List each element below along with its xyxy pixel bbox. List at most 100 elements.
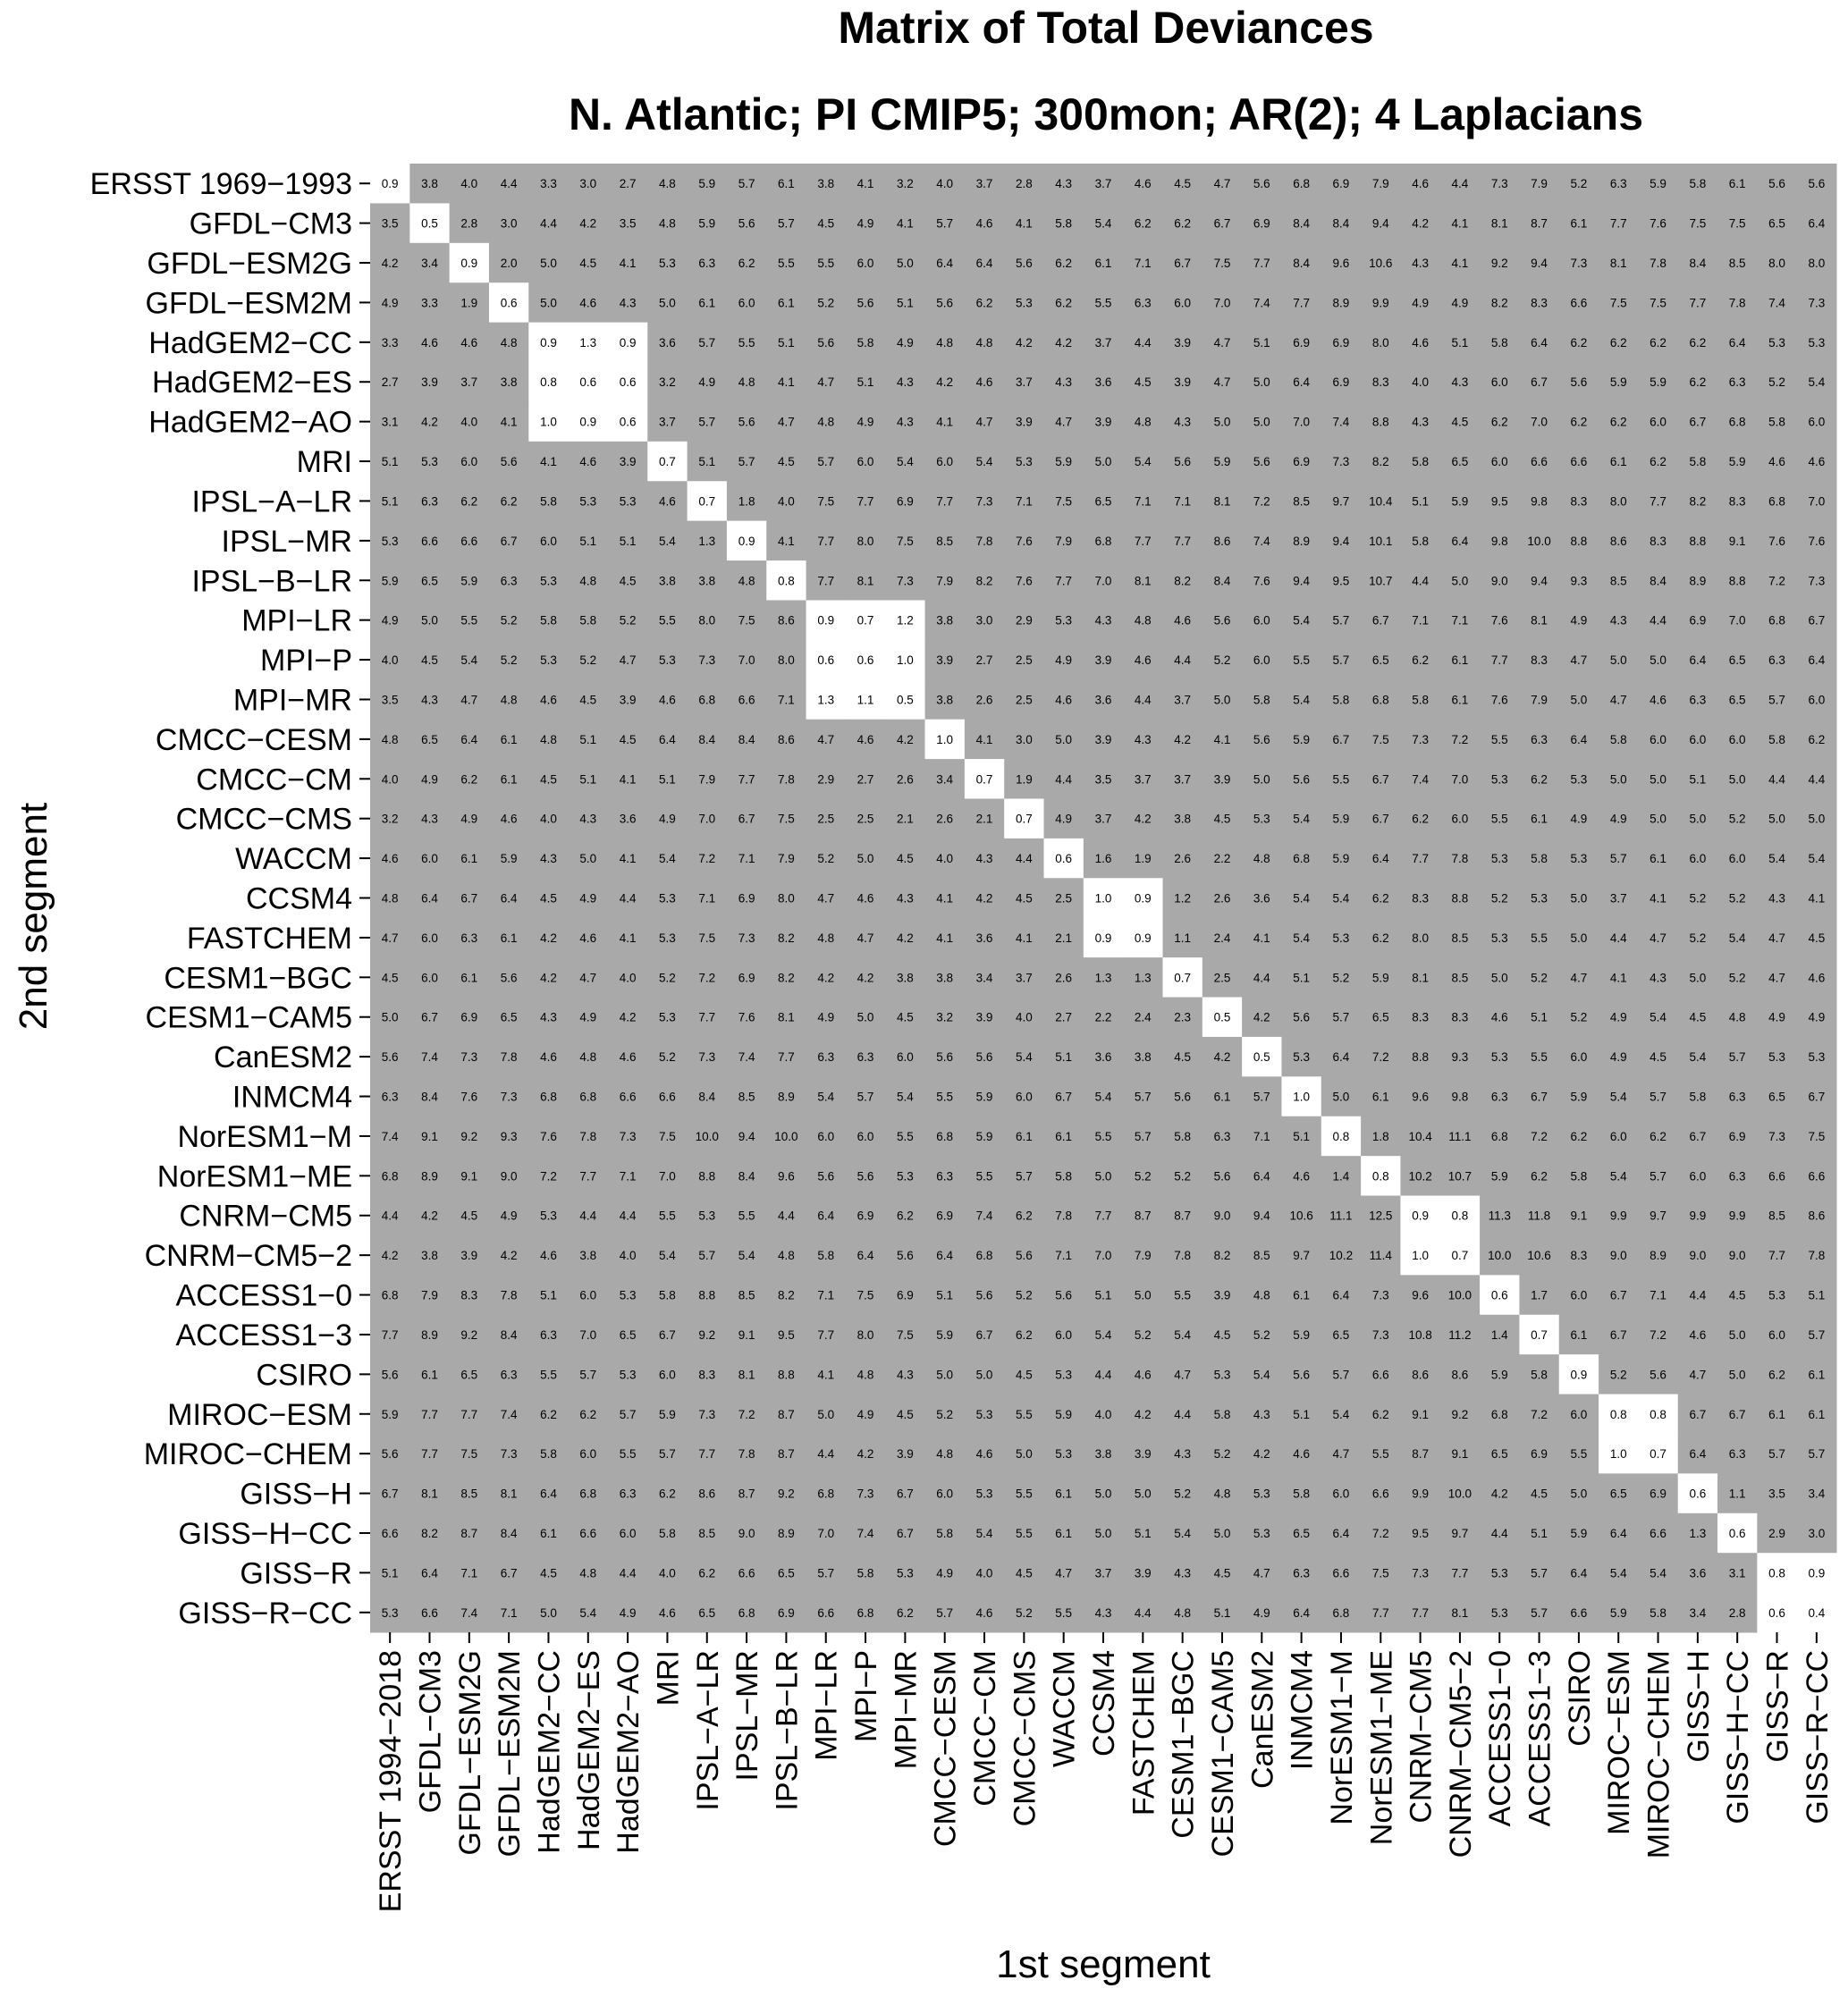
cell-value-label: 5.4 xyxy=(1333,892,1350,906)
cell-value-label: 3.5 xyxy=(1768,1487,1785,1501)
heatmap-cell xyxy=(1439,322,1481,363)
cell-value-label: 6.1 xyxy=(540,1527,557,1540)
heatmap-cell xyxy=(1123,164,1163,204)
cell-value-label: 7.3 xyxy=(976,494,993,508)
heatmap-cell xyxy=(1400,203,1441,244)
cell-value-label: 6.2 xyxy=(1491,416,1508,429)
cell-value-label: 8.9 xyxy=(1650,1249,1667,1262)
heatmap-cell xyxy=(488,1473,529,1514)
cell-value-label: 3.7 xyxy=(1016,375,1033,389)
cell-value-label: 4.4 xyxy=(1135,336,1152,350)
heatmap-cell xyxy=(1599,838,1639,879)
heatmap-cell xyxy=(370,957,410,998)
heatmap-cell xyxy=(1717,1234,1758,1276)
heatmap-cell xyxy=(1202,362,1243,402)
cell-value-label: 5.3 xyxy=(1571,772,1588,786)
heatmap-cell xyxy=(1242,520,1282,561)
cell-value-label: 5.1 xyxy=(382,1566,399,1580)
cell-value-label: 4.9 xyxy=(1055,653,1072,667)
heatmap-cell xyxy=(1043,520,1084,561)
heatmap-cell xyxy=(726,1394,767,1435)
cell-value-label: 6.8 xyxy=(1729,416,1746,429)
heatmap-cell xyxy=(924,322,966,363)
heatmap-cell xyxy=(1162,1076,1203,1117)
cell-value-label: 3.4 xyxy=(1808,1487,1825,1501)
heatmap-cell xyxy=(924,1592,966,1633)
heatmap-cell xyxy=(766,679,807,720)
heatmap-cell xyxy=(845,481,886,522)
cell-value-label: 8.3 xyxy=(1412,1011,1429,1024)
heatmap-cell xyxy=(1796,1234,1837,1276)
cell-value-label: 6.4 xyxy=(1293,375,1310,389)
row-tick-label: HadGEM2−CC xyxy=(148,326,352,360)
cell-value-label: 4.4 xyxy=(501,177,518,190)
cell-value-label: 3.9 xyxy=(620,693,637,706)
heatmap-cell xyxy=(1480,917,1520,958)
heatmap-cell xyxy=(964,838,1005,879)
heatmap-cell xyxy=(568,322,609,363)
heatmap-cell xyxy=(1004,1394,1045,1435)
heatmap-cell xyxy=(1043,362,1084,402)
cell-value-label: 6.0 xyxy=(579,1447,596,1461)
heatmap-cell xyxy=(1519,759,1560,799)
heatmap-cell xyxy=(1717,639,1758,680)
cell-value-label: 8.3 xyxy=(1571,1249,1588,1262)
cell-value-label: 9.4 xyxy=(1293,574,1310,587)
heatmap-cell xyxy=(1281,639,1322,680)
cell-value-label: 4.1 xyxy=(817,1368,834,1381)
cell-value-label: 1.9 xyxy=(1135,852,1152,865)
heatmap-cell xyxy=(1043,1473,1084,1514)
heatmap-cell xyxy=(607,1156,648,1197)
heatmap-cell xyxy=(924,600,966,641)
cell-value-label: 7.1 xyxy=(1174,494,1191,508)
cell-value-label: 9.9 xyxy=(1372,296,1389,309)
cell-value-label: 5.7 xyxy=(1333,653,1350,667)
heatmap-cell xyxy=(1043,1275,1084,1316)
cell-value-label: 8.7 xyxy=(1531,217,1548,231)
cell-value-label: 7.0 xyxy=(817,1527,834,1540)
heatmap-cell xyxy=(1004,1512,1045,1554)
cell-value-label: 7.6 xyxy=(1808,535,1825,548)
cell-value-label: 5.8 xyxy=(1253,693,1270,706)
cell-value-label: 4.0 xyxy=(382,653,399,667)
heatmap-cell xyxy=(964,481,1005,522)
cell-value-label: 4.1 xyxy=(1452,257,1469,270)
cell-value-label: 8.6 xyxy=(1808,1209,1825,1223)
heatmap-cell xyxy=(1281,1473,1322,1514)
heatmap-cell xyxy=(1558,1314,1599,1355)
heatmap-cell xyxy=(647,1275,688,1316)
cell-value-label: 6.9 xyxy=(897,494,914,508)
column-tick-label: NorESM1−M xyxy=(1325,1650,1359,1825)
heatmap-cell xyxy=(1400,520,1441,561)
cell-value-label: 4.4 xyxy=(1689,1289,1706,1302)
cell-value-label: 7.1 xyxy=(1016,494,1033,508)
cell-value-label: 5.1 xyxy=(659,772,676,786)
heatmap-cell xyxy=(1400,759,1441,799)
cell-value-label: 4.0 xyxy=(1412,375,1429,389)
heatmap-cell xyxy=(726,600,767,641)
cell-value-label: 8.6 xyxy=(698,1487,715,1501)
heatmap-cell xyxy=(726,1473,767,1514)
heatmap-cell xyxy=(1242,560,1282,601)
cell-value-label: 5.2 xyxy=(1531,971,1548,984)
cell-value-label: 5.8 xyxy=(659,1527,676,1540)
cell-value-label: 5.9 xyxy=(1571,1527,1588,1540)
heatmap-cell xyxy=(885,1314,926,1355)
cell-value-label: 5.3 xyxy=(540,574,557,587)
cell-value-label: 6.3 xyxy=(1491,1091,1508,1104)
heatmap-cell xyxy=(1321,1394,1362,1435)
cell-value-label: 6.7 xyxy=(1214,217,1231,231)
heatmap-cell xyxy=(924,441,966,482)
heatmap-cell xyxy=(726,957,767,998)
cell-value-label: 8.9 xyxy=(1333,296,1350,309)
heatmap-cell xyxy=(1162,1512,1203,1554)
column-tick-label: HadGEM2−ES xyxy=(572,1650,606,1850)
cell-value-label: 8.6 xyxy=(1214,535,1231,548)
cell-value-label: 7.8 xyxy=(1452,852,1469,865)
heatmap-cell xyxy=(1400,1553,1441,1594)
cell-value-label: 5.2 xyxy=(1729,971,1746,984)
cell-value-label: 4.2 xyxy=(540,971,557,984)
heatmap-cell xyxy=(1321,1156,1362,1197)
cell-value-label: 8.2 xyxy=(976,574,993,587)
row-tick-label: WACCM xyxy=(235,842,352,876)
